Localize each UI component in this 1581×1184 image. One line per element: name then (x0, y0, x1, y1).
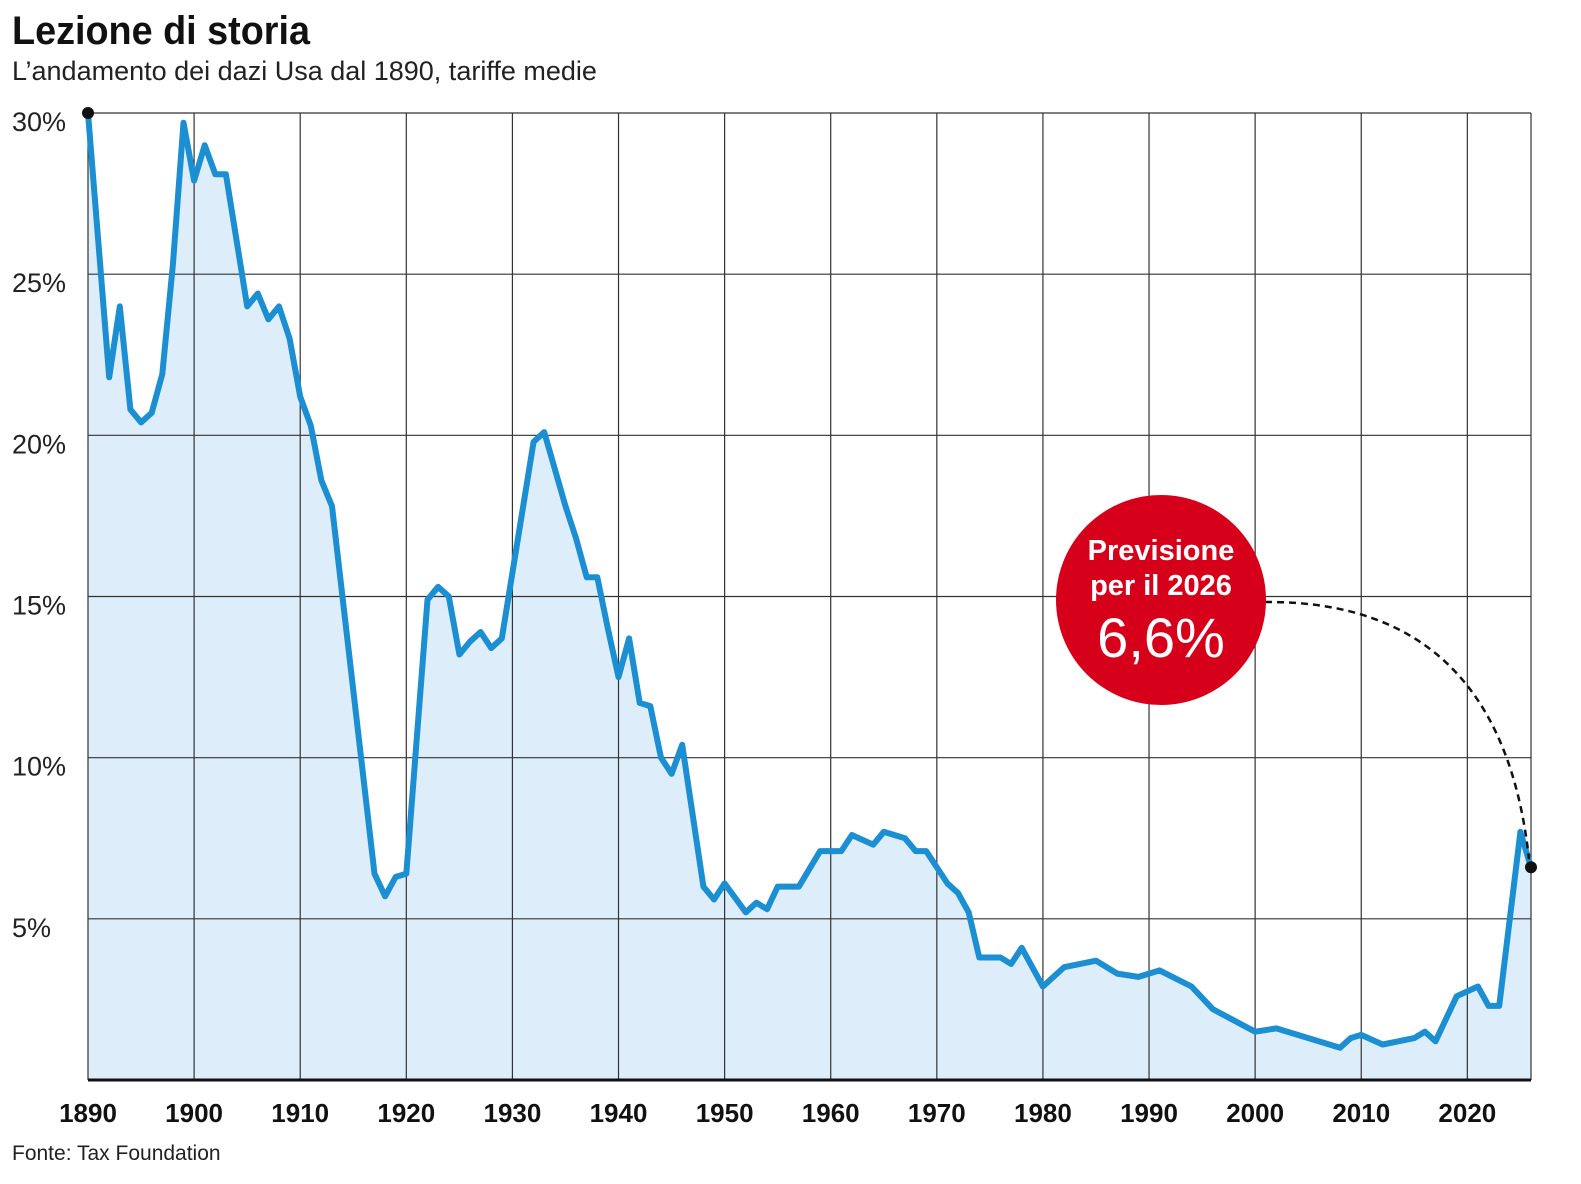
x-tick-label: 2020 (1438, 1098, 1496, 1128)
end-point (1525, 861, 1537, 874)
y-tick-label: 10% (12, 752, 66, 782)
x-tick-label: 1970 (908, 1098, 966, 1128)
y-tick-label: 20% (12, 429, 66, 459)
x-tick-label: 1980 (1014, 1098, 1072, 1128)
source: Fonte: Tax Foundation (12, 1142, 221, 1165)
annotation-value: 6,6% (1097, 606, 1225, 669)
x-tick-label: 2000 (1226, 1098, 1284, 1128)
line (85, 112, 1534, 1051)
y-tick-label: 30% (12, 107, 66, 137)
x-tick-label: 1950 (696, 1098, 754, 1128)
x-tick-label: 1890 (59, 1098, 117, 1128)
area (88, 113, 1531, 1080)
y-tick-label: 15% (12, 591, 66, 621)
chart-subtitle: L’andamento dei dazi Usa dal 1890, tarif… (12, 56, 597, 86)
x-tick-label: 1960 (802, 1098, 860, 1128)
x-tick-label: 1940 (590, 1098, 648, 1128)
y-tick-label: 5% (12, 913, 51, 943)
annotation-text: Previsione (1088, 535, 1235, 567)
x-tick-label: 1920 (377, 1098, 435, 1128)
end-point (82, 107, 94, 119)
x-tick-label: 1990 (1120, 1098, 1178, 1128)
x-tick-label: 1900 (165, 1098, 223, 1128)
annotation-badge (1056, 495, 1266, 705)
chart-title: Lezione di storia (12, 9, 311, 53)
y-tick-label: 25% (12, 268, 66, 298)
annotation-connector (1264, 600, 1531, 860)
x-tick-label: 1910 (271, 1098, 329, 1128)
x-tick-label: 1930 (483, 1098, 541, 1128)
annotation-text: per il 2026 (1090, 570, 1232, 602)
x-tick-label: 2010 (1332, 1098, 1390, 1128)
